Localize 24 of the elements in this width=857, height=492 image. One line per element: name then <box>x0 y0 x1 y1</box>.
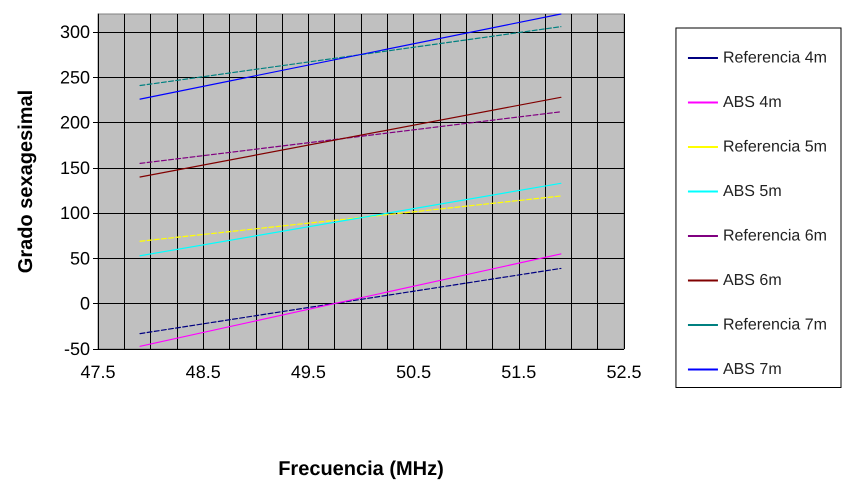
y-tick-label: 200 <box>60 112 90 133</box>
x-tick-label: 51.5 <box>501 362 536 382</box>
x-tick-label: 47.5 <box>80 362 116 382</box>
legend-label: ABS 6m <box>722 272 782 289</box>
y-tick-label: -50 <box>64 339 90 359</box>
legend-label: ABS 4m <box>722 94 782 111</box>
legend-label: Referencia 7m <box>722 316 827 334</box>
y-tick-label: 150 <box>60 158 90 178</box>
y-tick-label: 50 <box>70 248 90 268</box>
x-tick-label: 50.5 <box>396 362 432 382</box>
x-tick-label: 52.5 <box>606 362 642 382</box>
y-tick-label: 100 <box>60 203 90 224</box>
legend-label: Referencia 4m <box>722 50 827 66</box>
y-tick-label: 250 <box>60 67 90 88</box>
legend-label: Referencia 5m <box>722 138 827 156</box>
y-tick-label: 300 <box>60 22 90 42</box>
legend-label: Referencia 6m <box>722 228 827 244</box>
x-tick-label: 48.5 <box>186 362 221 382</box>
y-axis-title: Grado sexagesimal <box>15 90 37 274</box>
x-tick-label: 49.5 <box>290 362 326 382</box>
y-tick-label: 0 <box>80 294 90 314</box>
x-axis-title: Frecuencia (MHz) <box>278 458 444 480</box>
legend-label: ABS 5m <box>722 183 782 200</box>
legend-label: ABS 7m <box>722 361 782 378</box>
